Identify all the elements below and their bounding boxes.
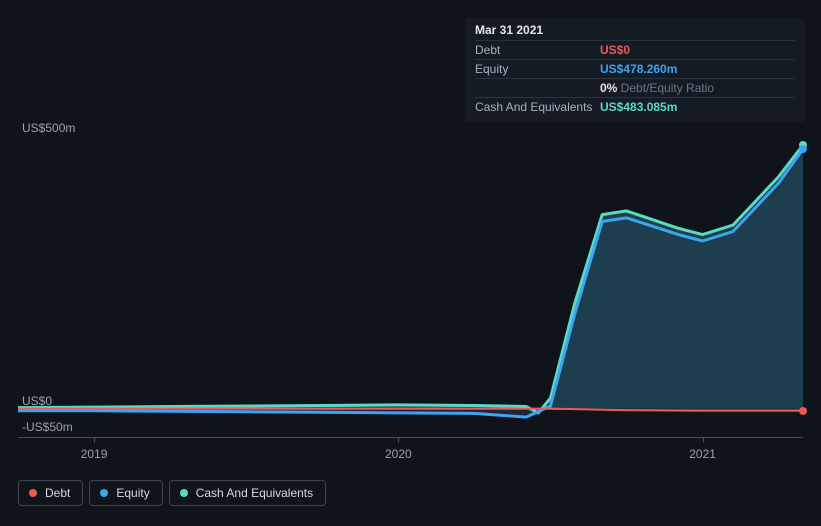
- x-axis-label: 2019: [81, 447, 108, 461]
- chart-plot: [18, 145, 803, 440]
- chart-svg: [18, 145, 803, 435]
- legend-item-debt[interactable]: Debt: [18, 480, 83, 506]
- tooltip-row-value: US$0: [600, 41, 795, 60]
- tooltip-row-value: US$478.260m: [600, 60, 795, 79]
- chart-legend: Debt Equity Cash And Equivalents: [18, 480, 326, 506]
- tooltip-row-value: US$483.085m: [600, 98, 795, 117]
- series-area-equity: [18, 149, 803, 417]
- legend-item-label: Debt: [45, 486, 70, 500]
- y-axis-label: US$500m: [22, 121, 75, 135]
- tooltip-title: Mar 31 2021: [475, 23, 795, 40]
- x-axis-label: 2021: [689, 447, 716, 461]
- series-end-dot-debt: [799, 407, 807, 415]
- legend-item-label: Cash And Equivalents: [196, 486, 313, 500]
- tooltip-row-label: Equity: [475, 60, 600, 79]
- tooltip-row-label: [475, 79, 600, 98]
- legend-item-label: Equity: [116, 486, 149, 500]
- tooltip-row-label: Debt: [475, 41, 600, 60]
- chart-tooltip: Mar 31 2021 DebtUS$0EquityUS$478.260m0% …: [465, 18, 805, 122]
- tooltip-row-value: 0% Debt/Equity Ratio: [600, 79, 795, 98]
- legend-item-equity[interactable]: Equity: [89, 480, 162, 506]
- legend-item-cash[interactable]: Cash And Equivalents: [169, 480, 326, 506]
- x-axis-label: 2020: [385, 447, 412, 461]
- legend-dot-icon: [29, 489, 37, 497]
- tooltip-row-label: Cash And Equivalents: [475, 98, 600, 117]
- series-end-dot-equity: [799, 145, 807, 153]
- legend-dot-icon: [180, 489, 188, 497]
- legend-dot-icon: [100, 489, 108, 497]
- x-axis-line: [18, 437, 803, 438]
